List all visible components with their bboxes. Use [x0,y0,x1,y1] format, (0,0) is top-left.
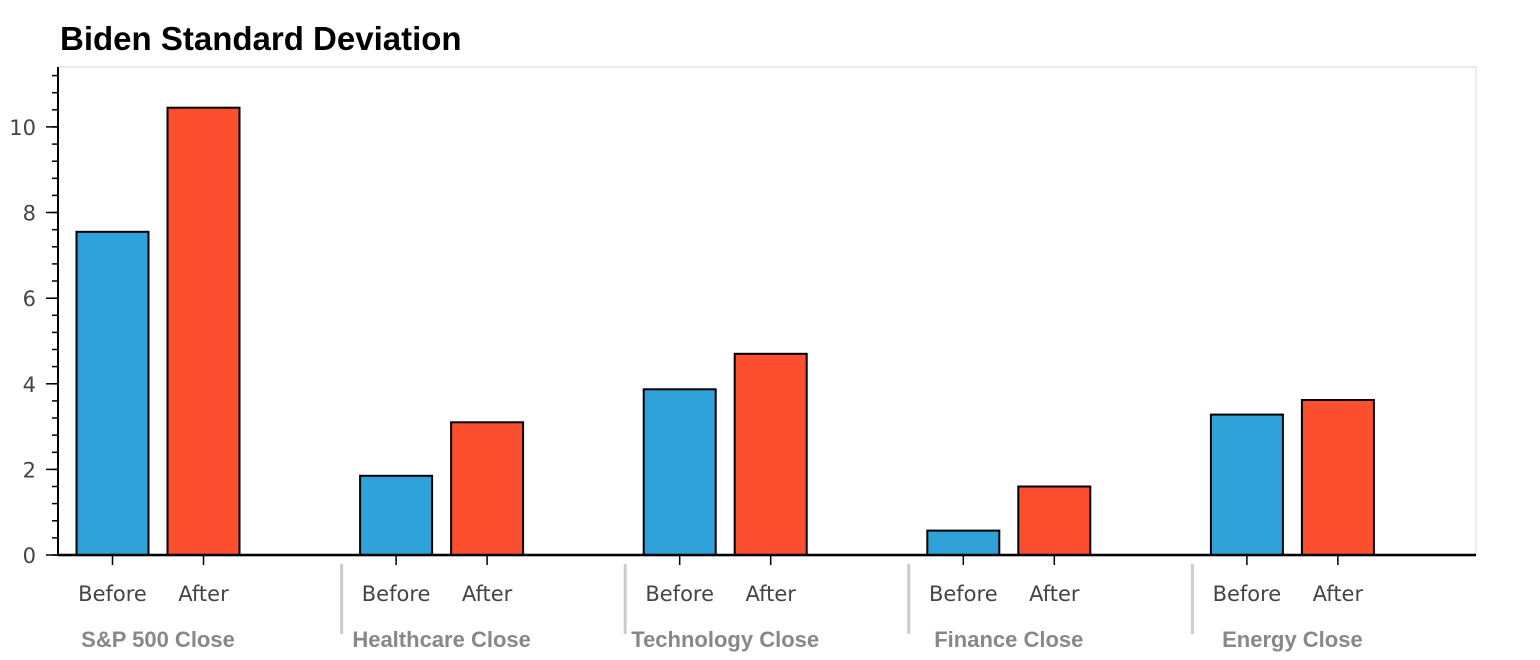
sub-category-label: Before [929,582,998,606]
bar-before-1 [359,474,434,556]
y-tick-label: 4 [23,373,36,397]
chart-title: Biden Standard Deviation [60,20,462,57]
sub-category-label: Before [1213,582,1282,606]
y-tick-label: 6 [23,287,36,311]
sub-category-label: Before [645,582,714,606]
y-tick-label: 2 [23,458,36,482]
bar-after-3 [1017,485,1092,556]
y-tick-label: 10 [9,116,36,140]
axes-layer [46,67,1476,634]
labels-layer: Before After S&P 500 Close Before After Healt… [9,116,1363,652]
group-label: Finance Close [934,627,1083,652]
bar-after-0 [166,106,241,556]
sub-category-label: After [745,582,796,606]
bars-layer [75,106,1375,557]
sub-category-label: After [178,582,229,606]
bar-before-2 [642,388,717,556]
sub-category-label: After [1313,582,1364,606]
sub-category-label: Before [362,582,431,606]
sub-category-label: After [1029,582,1080,606]
bar-before-4 [1209,413,1284,556]
bar-after-2 [733,352,808,556]
group-label: Energy Close [1222,627,1363,652]
group-label: Technology Close [631,627,819,652]
sub-category-label: After [462,582,513,606]
bar-before-0 [75,230,150,557]
group-label: S&P 500 Close [81,627,235,652]
group-label: Healthcare Close [352,627,531,652]
y-tick-label: 0 [23,544,36,568]
bar-before-3 [926,529,1001,556]
bar-after-1 [450,421,525,556]
bar-after-4 [1300,399,1375,556]
y-tick-label: 8 [23,202,36,226]
sub-category-label: Before [78,582,147,606]
